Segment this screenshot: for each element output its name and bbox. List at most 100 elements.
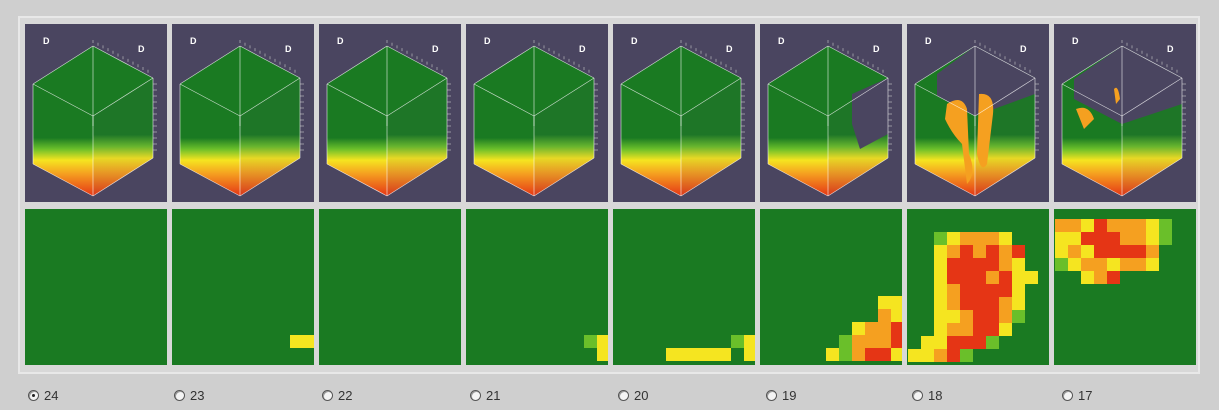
heatmap-cell bbox=[960, 284, 973, 297]
heatmap-cell bbox=[1094, 245, 1107, 258]
heatmap-cell bbox=[852, 348, 865, 361]
frame-selector-22[interactable]: 22 bbox=[322, 384, 352, 406]
cube-edge bbox=[326, 163, 388, 197]
heatmap-cell bbox=[1133, 219, 1146, 232]
radio-button[interactable] bbox=[322, 389, 333, 401]
heatmap-cell bbox=[1107, 258, 1120, 271]
cube-edge bbox=[620, 83, 682, 117]
heatmap-cell bbox=[1068, 258, 1081, 271]
axis-letter: D bbox=[925, 36, 932, 46]
heatmap-cell bbox=[986, 310, 999, 323]
heatmap-cell bbox=[1068, 219, 1081, 232]
heatmap-cell bbox=[1012, 297, 1025, 310]
cube-right-face bbox=[93, 78, 153, 196]
heatmap-cell bbox=[1081, 271, 1094, 284]
cube-edge bbox=[974, 157, 1036, 197]
heatmap-cell bbox=[934, 349, 947, 362]
heatmap-graphic bbox=[908, 232, 1038, 362]
heatmap-cell bbox=[290, 335, 303, 348]
cube-left-face bbox=[33, 84, 93, 196]
radio-button[interactable] bbox=[174, 389, 185, 401]
radio-button[interactable] bbox=[470, 389, 481, 401]
cube-edge bbox=[914, 83, 976, 117]
radio-button[interactable] bbox=[28, 389, 39, 401]
heatmap-cell bbox=[1094, 219, 1107, 232]
heatmap-cell bbox=[692, 348, 705, 361]
heatmap-cell bbox=[947, 245, 960, 258]
cube-edge bbox=[326, 83, 388, 117]
heatmap-cell bbox=[1159, 219, 1172, 232]
radio-label: 19 bbox=[782, 387, 797, 403]
heatmap-cell bbox=[1133, 232, 1146, 245]
heatmap-cell bbox=[999, 323, 1012, 336]
cube-3d-graphic: DD bbox=[767, 36, 892, 197]
heatmap-cell bbox=[1081, 219, 1094, 232]
heatmap-cell bbox=[973, 336, 986, 349]
heatmap-cell bbox=[1107, 219, 1120, 232]
heatmap-cell bbox=[986, 297, 999, 310]
heatmap-cell bbox=[973, 284, 986, 297]
heatmap-cell bbox=[960, 349, 973, 362]
radio-button[interactable] bbox=[912, 389, 923, 401]
radio-label: 21 bbox=[486, 387, 501, 403]
cube-edge bbox=[32, 83, 94, 117]
axis-letter: D bbox=[579, 44, 586, 54]
cube-edge bbox=[1061, 45, 1123, 85]
axis-letter: D bbox=[1072, 36, 1079, 46]
heatmap-cell bbox=[973, 232, 986, 245]
cube-edge bbox=[239, 157, 301, 197]
heatmap-cell bbox=[999, 245, 1012, 258]
frame-selector-21[interactable]: 21 bbox=[470, 384, 500, 406]
cube-edge bbox=[533, 77, 595, 117]
cube-edge bbox=[473, 45, 535, 85]
cube-edge bbox=[92, 77, 154, 117]
cube-hotspot bbox=[945, 93, 994, 184]
heatmap-cell bbox=[705, 348, 718, 361]
frame-selector-23[interactable]: 23 bbox=[174, 384, 204, 406]
radio-button[interactable] bbox=[766, 389, 777, 401]
heatmap-cell bbox=[999, 232, 1012, 245]
heatmap-cell bbox=[947, 323, 960, 336]
frame-selector-18[interactable]: 18 bbox=[912, 384, 942, 406]
cube-edge bbox=[827, 77, 889, 117]
frame-selector-20[interactable]: 20 bbox=[618, 384, 648, 406]
heatmap-cell bbox=[1025, 271, 1038, 284]
heatmap-cell bbox=[960, 310, 973, 323]
cube-cutaway bbox=[852, 78, 888, 149]
heatmap-cell bbox=[1068, 232, 1081, 245]
heatmap-cell bbox=[891, 296, 902, 309]
heatmap-cell bbox=[1146, 258, 1159, 271]
cube-right-face bbox=[387, 78, 447, 196]
cube-edge bbox=[386, 45, 448, 79]
heatmap-cell bbox=[891, 335, 902, 348]
heatmap-cell bbox=[1055, 219, 1068, 232]
heatmap-cell bbox=[744, 348, 755, 361]
radio-button[interactable] bbox=[1062, 389, 1073, 401]
heatmap-graphic bbox=[1055, 219, 1172, 284]
heatmap-view-18 bbox=[907, 209, 1049, 365]
heatmap-cell bbox=[1133, 258, 1146, 271]
cube-edge bbox=[974, 45, 1036, 79]
cube-edge bbox=[680, 157, 742, 197]
axis-letter: D bbox=[190, 36, 197, 46]
radio-label: 18 bbox=[928, 387, 943, 403]
cube-edge bbox=[680, 45, 742, 79]
heatmap-cell bbox=[934, 232, 947, 245]
heatmap-cell bbox=[1120, 258, 1133, 271]
heatmap-cell bbox=[934, 336, 947, 349]
radio-label: 23 bbox=[190, 387, 205, 403]
heatmap-cell bbox=[865, 322, 878, 335]
radio-button[interactable] bbox=[618, 389, 629, 401]
cube-hotspot bbox=[1076, 87, 1120, 129]
frame-selector-24[interactable]: 24 bbox=[28, 384, 58, 406]
cube-edge bbox=[179, 83, 241, 117]
frame-selector-19[interactable]: 19 bbox=[766, 384, 796, 406]
frame-selector-17[interactable]: 17 bbox=[1062, 384, 1092, 406]
cube-3d-graphic: DD bbox=[1061, 36, 1186, 197]
cube-left-face bbox=[768, 84, 828, 196]
heatmap-cell bbox=[1120, 245, 1133, 258]
heatmap-cell bbox=[973, 258, 986, 271]
